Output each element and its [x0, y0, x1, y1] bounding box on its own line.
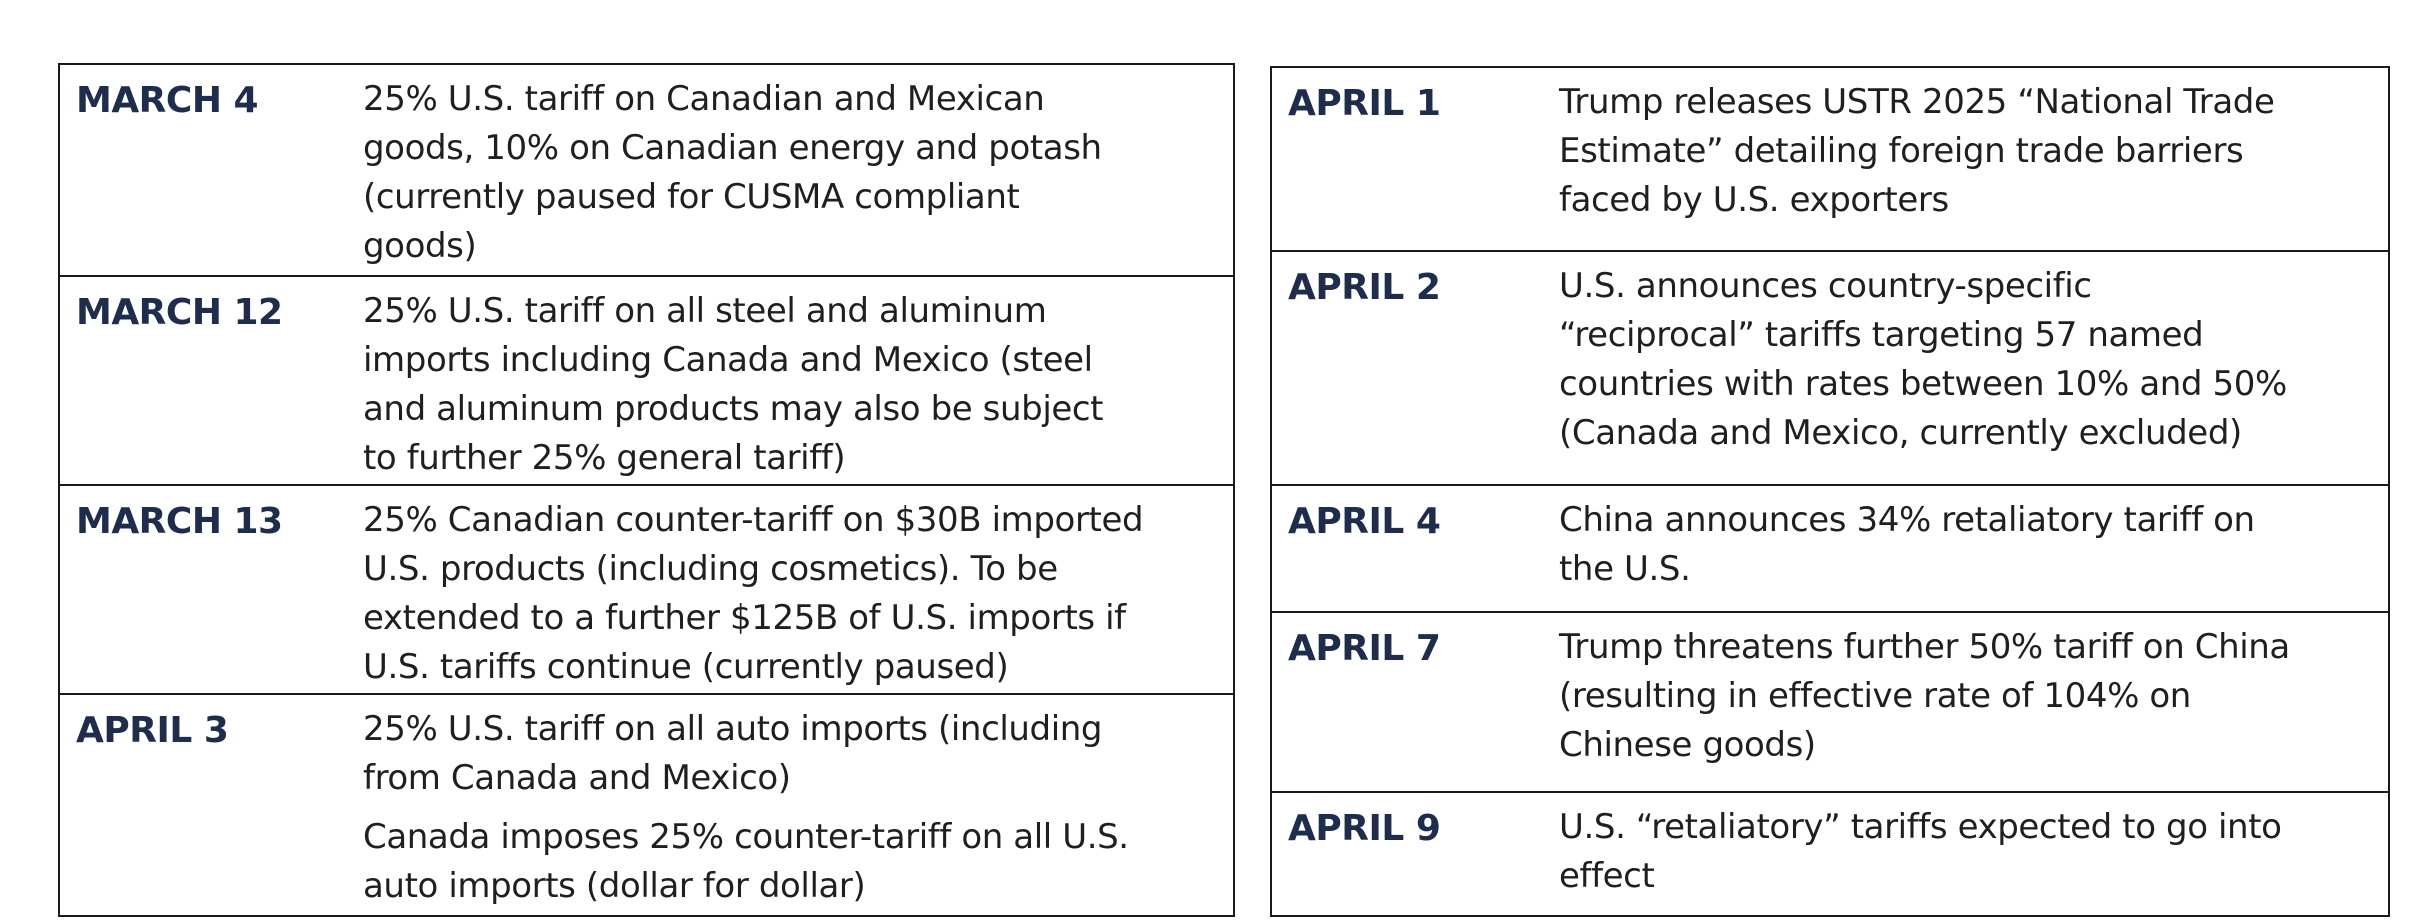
- event-description: China announces 34% retaliatory tariff o…: [1559, 500, 2255, 589]
- event-paragraph: Canada imposes 25% counter-tariff on all…: [363, 817, 1129, 906]
- event-date: MARCH 12: [76, 292, 283, 333]
- event-description: 25% U.S. tariff on all steel and aluminu…: [363, 291, 1104, 478]
- event-description: U.S. “retaliatory” tariffs expected to g…: [1559, 807, 2282, 896]
- event-date: MARCH 13: [76, 501, 283, 542]
- timeline-row-march-12: MARCH 12 25% U.S. tariff on all steel an…: [60, 275, 1233, 484]
- event-date: APRIL 2: [1288, 267, 1441, 308]
- event-description: 25% U.S. tariff on all auto imports (inc…: [363, 695, 1233, 915]
- timeline-row-april-1: APRIL 1 Trump releases USTR 2025 “Nation…: [1272, 68, 2388, 250]
- timeline-row-march-13: MARCH 13 25% Canadian counter-tariff on …: [60, 484, 1233, 693]
- timeline-row-april-7: APRIL 7 Trump threatens further 50% tari…: [1272, 611, 2388, 791]
- event-date: APRIL 9: [1288, 808, 1441, 849]
- timeline-row-april-9: APRIL 9 U.S. “retaliatory” tariffs expec…: [1272, 791, 2388, 915]
- event-description: 25% Canadian counter-tariff on $30B impo…: [363, 500, 1144, 687]
- event-date: MARCH 4: [76, 80, 259, 121]
- event-paragraph: 25% U.S. tariff on all auto imports (inc…: [363, 709, 1103, 798]
- event-date: APRIL 4: [1288, 501, 1441, 542]
- event-date: APRIL 3: [76, 710, 229, 751]
- timeline-row-march-4: MARCH 4 25% U.S. tariff on Canadian and …: [60, 65, 1233, 275]
- event-description: Trump releases USTR 2025 “National Trade…: [1559, 82, 2275, 220]
- timeline-row-april-2: APRIL 2 U.S. announces country-specific …: [1272, 250, 2388, 484]
- event-date: APRIL 7: [1288, 628, 1441, 669]
- event-description: Trump threatens further 50% tariff on Ch…: [1559, 627, 2290, 765]
- timeline-table-right: APRIL 1 Trump releases USTR 2025 “Nation…: [1270, 66, 2390, 917]
- timeline-row-april-3: APRIL 3 25% U.S. tariff on all auto impo…: [60, 693, 1233, 915]
- event-description: U.S. announces country-specific “recipro…: [1559, 266, 2287, 453]
- timeline-table-left: MARCH 4 25% U.S. tariff on Canadian and …: [58, 63, 1235, 917]
- timeline-row-april-4: APRIL 4 China announces 34% retaliatory …: [1272, 484, 2388, 611]
- event-date: APRIL 1: [1288, 83, 1441, 124]
- event-description: 25% U.S. tariff on Canadian and Mexican …: [363, 79, 1102, 266]
